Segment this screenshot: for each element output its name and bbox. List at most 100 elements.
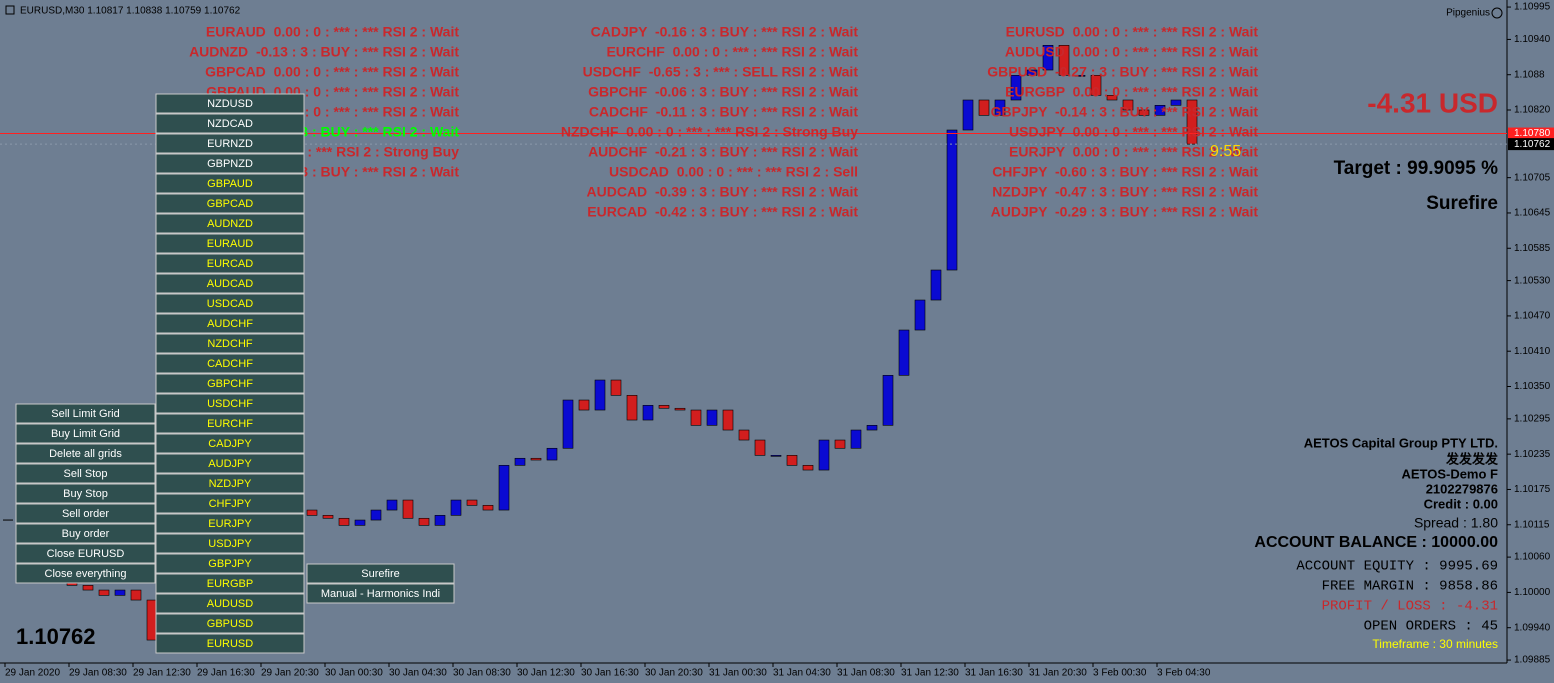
y-tick-label: 1.10585 (1514, 243, 1551, 254)
button[interactable] (155, 253, 305, 274)
button[interactable] (155, 153, 305, 174)
button-label[interactable]: EURAUD (207, 238, 254, 250)
brand-icon (1491, 7, 1503, 19)
button[interactable] (155, 393, 305, 414)
button-label[interactable]: CADCHF (207, 358, 253, 370)
button[interactable] (155, 433, 305, 454)
candle-body (1122, 99, 1134, 111)
button-label[interactable]: Buy Limit Grid (51, 428, 120, 440)
button-label[interactable]: EURUSD (207, 638, 254, 650)
button-label[interactable]: Close everything (45, 568, 127, 580)
x-tick-label: 30 Jan 04:30 (389, 668, 447, 679)
button[interactable] (155, 173, 305, 194)
button[interactable] (155, 513, 305, 534)
account-open-orders: OPEN ORDERS : 45 (1364, 619, 1498, 635)
candle-body (514, 457, 526, 466)
button[interactable] (155, 193, 305, 214)
candle-body (722, 409, 734, 431)
button[interactable] (155, 373, 305, 394)
button[interactable] (155, 113, 305, 134)
button-label[interactable]: EURNZD (207, 138, 253, 150)
button[interactable] (155, 413, 305, 434)
button-label[interactable]: Surefire (361, 568, 400, 580)
button-label[interactable]: NZDCHF (207, 338, 252, 350)
button-label[interactable]: Buy Stop (63, 488, 108, 500)
button[interactable] (155, 633, 305, 654)
signal-row: GBPCAD 0.00 : 0 : *** : *** RSI 2 : Wait (205, 64, 459, 80)
button-label[interactable]: EURCAD (207, 258, 254, 270)
button[interactable] (306, 583, 455, 604)
button-label[interactable]: AUDJPY (208, 458, 252, 470)
y-tick-label: 1.10940 (1514, 34, 1551, 45)
button[interactable] (155, 573, 305, 594)
account-profit-loss: PROFIT / LOSS : -4.31 (1322, 599, 1498, 615)
button-label[interactable]: GBPNZD (207, 158, 253, 170)
button[interactable] (306, 563, 455, 584)
button[interactable] (15, 523, 156, 544)
button[interactable] (155, 293, 305, 314)
button-label[interactable]: AUDCHF (207, 318, 253, 330)
button-label[interactable]: Sell Stop (63, 468, 107, 480)
button[interactable] (155, 133, 305, 154)
button[interactable] (155, 233, 305, 254)
button[interactable] (155, 273, 305, 294)
button-label[interactable]: USDJPY (208, 538, 252, 550)
candle-body (578, 399, 590, 411)
y-tick-label: 1.10175 (1514, 484, 1551, 495)
candle-body (1090, 75, 1102, 96)
button[interactable] (155, 313, 305, 334)
candle-body (834, 439, 846, 449)
button-label[interactable]: Delete all grids (49, 448, 122, 460)
button-label[interactable]: NZDJPY (209, 478, 252, 490)
button[interactable] (15, 443, 156, 464)
button[interactable] (155, 533, 305, 554)
button[interactable] (15, 503, 156, 524)
candle-body (706, 409, 718, 426)
button[interactable] (155, 353, 305, 374)
button-label[interactable]: USDCHF (207, 398, 253, 410)
button-label[interactable]: USDCAD (207, 298, 254, 310)
button-label[interactable]: GBPAUD (207, 178, 253, 190)
button[interactable] (15, 483, 156, 504)
button[interactable] (155, 593, 305, 614)
button-label[interactable]: NZDUSD (207, 98, 253, 110)
button[interactable] (155, 613, 305, 634)
button[interactable] (155, 333, 305, 354)
button-label[interactable]: CADJPY (208, 438, 252, 450)
button-label[interactable]: Sell order (62, 508, 109, 520)
button[interactable] (155, 553, 305, 574)
button[interactable] (15, 403, 156, 424)
button[interactable] (155, 213, 305, 234)
button[interactable] (15, 563, 156, 584)
button-label[interactable]: AUDUSD (207, 598, 254, 610)
button-label[interactable]: CHFJPY (209, 498, 252, 510)
button-label[interactable]: Close EURUSD (47, 548, 125, 560)
button[interactable] (155, 453, 305, 474)
signal-row: AUDNZD -0.13 : 3 : BUY : *** RSI 2 : Wai… (189, 44, 459, 60)
button-label[interactable]: GBPCHF (207, 378, 253, 390)
button-label[interactable]: Manual - Harmonics Indi (321, 588, 440, 600)
signal-row: EURGBP 0.00 : 0 : *** : *** RSI 2 : Wait (1005, 84, 1258, 100)
button-label[interactable]: Sell Limit Grid (51, 408, 119, 420)
candle-body (754, 439, 766, 456)
last-price-label: 1.10762 (1514, 139, 1551, 150)
button[interactable] (155, 93, 305, 114)
button[interactable] (15, 463, 156, 484)
button-label[interactable]: GBPUSD (207, 618, 254, 630)
button[interactable] (15, 423, 156, 444)
button[interactable] (155, 493, 305, 514)
x-tick-label: 29 Jan 08:30 (69, 668, 127, 679)
button-label[interactable]: EURCHF (207, 418, 253, 430)
x-tick-label: 29 Jan 12:30 (133, 668, 191, 679)
button[interactable] (15, 543, 156, 564)
button-label[interactable]: EURGBP (207, 578, 253, 590)
symbol-info: EURUSD,M30 1.10817 1.10838 1.10759 1.107… (20, 6, 241, 17)
button[interactable] (155, 473, 305, 494)
button-label[interactable]: AUDNZD (207, 218, 253, 230)
button-label[interactable]: EURJPY (208, 518, 252, 530)
button-label[interactable]: NZDCAD (207, 118, 253, 130)
button-label[interactable]: AUDCAD (207, 278, 254, 290)
button-label[interactable]: GBPJPY (208, 558, 252, 570)
button-label[interactable]: Buy order (62, 528, 110, 540)
button-label[interactable]: GBPCAD (207, 198, 254, 210)
